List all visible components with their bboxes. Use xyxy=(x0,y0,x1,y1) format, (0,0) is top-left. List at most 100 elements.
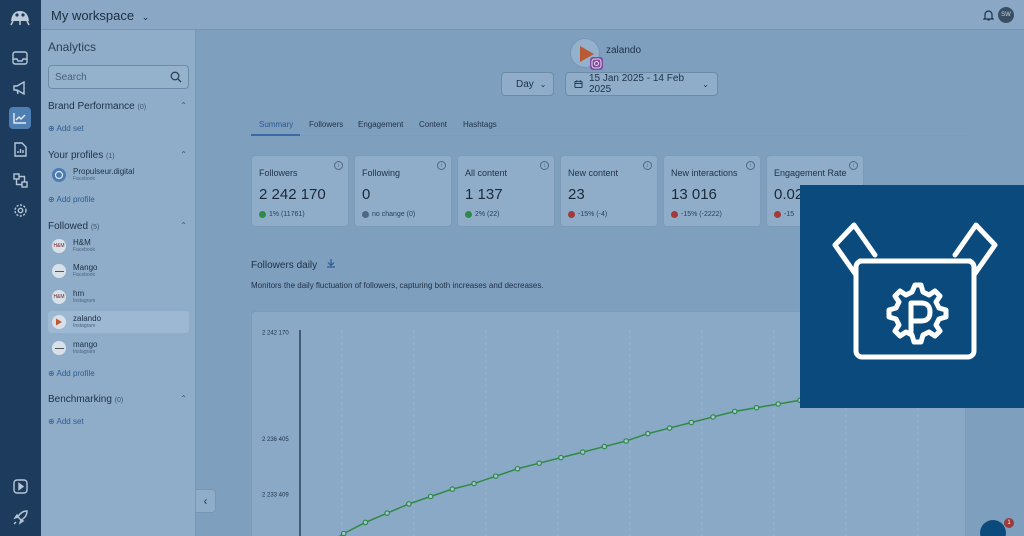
arrow-down-icon xyxy=(568,211,575,218)
metric-card-following[interactable]: Following i 0 no change (0) xyxy=(354,155,452,227)
collapse-sidebar-button[interactable]: ‹ xyxy=(196,489,216,513)
left-rail xyxy=(0,0,41,536)
user-avatar[interactable]: SW xyxy=(998,7,1014,23)
metric-value: 13 016 xyxy=(671,186,717,203)
chevron-up-icon[interactable]: ⌃ xyxy=(180,221,187,230)
add-profile-button[interactable]: ⊕ Add profile xyxy=(48,195,95,204)
metric-value: 23 xyxy=(568,186,585,203)
section-brand-performance[interactable]: Brand Performance (0) ⌃ xyxy=(48,101,189,112)
chat-support-button[interactable] xyxy=(980,520,1006,536)
data-point xyxy=(514,465,521,472)
data-point xyxy=(340,530,347,536)
profile-network: Instagram xyxy=(73,298,96,304)
date-range-select[interactable]: 15 Jan 2025 - 14 Feb 2025 ⌄ xyxy=(565,72,718,96)
info-icon[interactable]: i xyxy=(746,161,755,170)
inbox-icon[interactable] xyxy=(10,48,30,68)
profile-logo xyxy=(52,168,66,182)
add-label: Add profile xyxy=(56,195,95,204)
analytics-icon[interactable] xyxy=(9,107,31,129)
y-tick-label: 2 236 405 xyxy=(262,437,289,443)
data-point xyxy=(449,486,456,492)
metric-delta: -15% (-4) xyxy=(568,211,607,218)
add-followed-profile-button[interactable]: ⊕ Add profile xyxy=(48,369,95,378)
data-point xyxy=(688,419,695,426)
notifications-bell-icon[interactable] xyxy=(982,8,995,26)
metric-card-new-content[interactable]: New content i 23 -15% (-4) xyxy=(560,155,658,227)
arrow-up-icon xyxy=(259,211,266,218)
report-icon[interactable] xyxy=(10,139,30,159)
settings-gear-icon[interactable] xyxy=(10,200,30,220)
tab-hashtags[interactable]: Hashtags xyxy=(463,120,497,129)
profile-logo: H&M xyxy=(52,290,66,304)
profile-item-propulseur[interactable]: Propulseur.digital Facebook xyxy=(48,164,189,186)
profile-name: Propulseur.digital xyxy=(73,167,135,176)
metric-value: 0 xyxy=(362,186,371,203)
search-input[interactable]: Search xyxy=(48,65,189,89)
followed-item-mango-facebook[interactable]: Mango Facebook xyxy=(48,260,189,282)
chevron-up-icon[interactable]: ⌃ xyxy=(180,394,187,403)
followed-item-mango-instagram[interactable]: mango Instagram xyxy=(48,337,189,359)
date-range-value: 15 Jan 2025 - 14 Feb 2025 xyxy=(588,73,685,95)
add-label: Add set xyxy=(56,417,84,426)
tab-content[interactable]: Content xyxy=(419,120,448,129)
metric-delta: 2% (22) xyxy=(465,211,500,218)
profile-network: Instagram xyxy=(73,349,96,355)
section-label: Your profiles xyxy=(48,150,104,161)
tab-summary[interactable]: Summary xyxy=(259,120,294,129)
metric-title: Following xyxy=(362,168,401,178)
megaphone-icon[interactable] xyxy=(10,78,30,98)
calendar-icon xyxy=(574,80,583,89)
top-bar: My workspace ⌄ SW xyxy=(41,0,1024,30)
add-set-button[interactable]: ⊕ Add set xyxy=(48,124,84,133)
section-title-text: Followers daily xyxy=(251,260,318,271)
followed-item-zalando-instagram[interactable]: zalando Instagram xyxy=(48,311,189,333)
data-point xyxy=(666,425,673,431)
followed-item-hm-instagram[interactable]: H&M hm Instagram xyxy=(48,286,189,308)
profile-logo xyxy=(52,341,66,355)
analytics-tabs: Summary Followers Engagement Content Has… xyxy=(251,116,966,136)
data-point xyxy=(362,519,369,526)
tab-engagement[interactable]: Engagement xyxy=(358,120,404,129)
section-benchmarking[interactable]: Benchmarking (0) ⌃ xyxy=(48,394,189,405)
connections-icon[interactable] xyxy=(10,170,30,190)
data-point xyxy=(536,460,543,467)
metric-value: 0.02 xyxy=(774,186,804,203)
arrow-down-icon xyxy=(774,211,781,218)
info-icon[interactable]: i xyxy=(540,161,549,170)
download-icon[interactable] xyxy=(326,258,336,268)
add-benchmark-set-button[interactable]: ⊕ Add set xyxy=(48,417,84,426)
metric-card-new-interactions[interactable]: New interactions i 13 016 -15% (-2222) xyxy=(663,155,761,227)
sidebar-title: Analytics xyxy=(48,40,97,54)
info-icon[interactable]: i xyxy=(849,161,858,170)
active-tab-indicator xyxy=(251,134,300,136)
metric-title: New interactions xyxy=(671,168,738,178)
workspace-switcher[interactable]: My workspace ⌄ xyxy=(51,8,149,23)
add-label: Add set xyxy=(56,124,84,133)
metric-title: New content xyxy=(568,168,619,178)
data-point xyxy=(731,408,738,415)
info-icon[interactable]: i xyxy=(334,161,343,170)
info-icon[interactable]: i xyxy=(437,161,446,170)
box-gear-icon xyxy=(832,222,998,360)
data-point xyxy=(406,501,412,507)
data-point xyxy=(579,449,586,455)
metric-card-all-content[interactable]: All content i 1 137 2% (22) xyxy=(457,155,555,227)
profile-name: zalando xyxy=(73,314,102,323)
period-select[interactable]: Day ⌄ xyxy=(501,72,554,96)
profile-name: Mango xyxy=(73,263,98,272)
chevron-down-icon: ⌄ xyxy=(141,12,150,22)
section-your-profiles[interactable]: Your profiles (1) ⌃ xyxy=(48,150,189,161)
section-followed[interactable]: Followed (5) ⌃ xyxy=(48,221,189,232)
chevron-up-icon[interactable]: ⌃ xyxy=(180,101,187,110)
followed-item-hm-facebook[interactable]: H&M H&M Facebook xyxy=(48,235,189,257)
delta-text: -15 xyxy=(784,211,795,218)
chevron-up-icon[interactable]: ⌃ xyxy=(180,150,187,159)
followers-daily-title: Followers daily xyxy=(251,258,336,271)
metric-card-followers[interactable]: Followers i 2 242 170 1% (11761) xyxy=(251,155,349,227)
app-logo-icon[interactable] xyxy=(8,6,32,28)
rocket-icon[interactable] xyxy=(10,507,30,527)
tab-followers[interactable]: Followers xyxy=(309,120,344,129)
video-tutorial-icon[interactable] xyxy=(10,476,30,496)
delta-text: -15% (-2222) xyxy=(681,211,722,218)
info-icon[interactable]: i xyxy=(643,161,652,170)
